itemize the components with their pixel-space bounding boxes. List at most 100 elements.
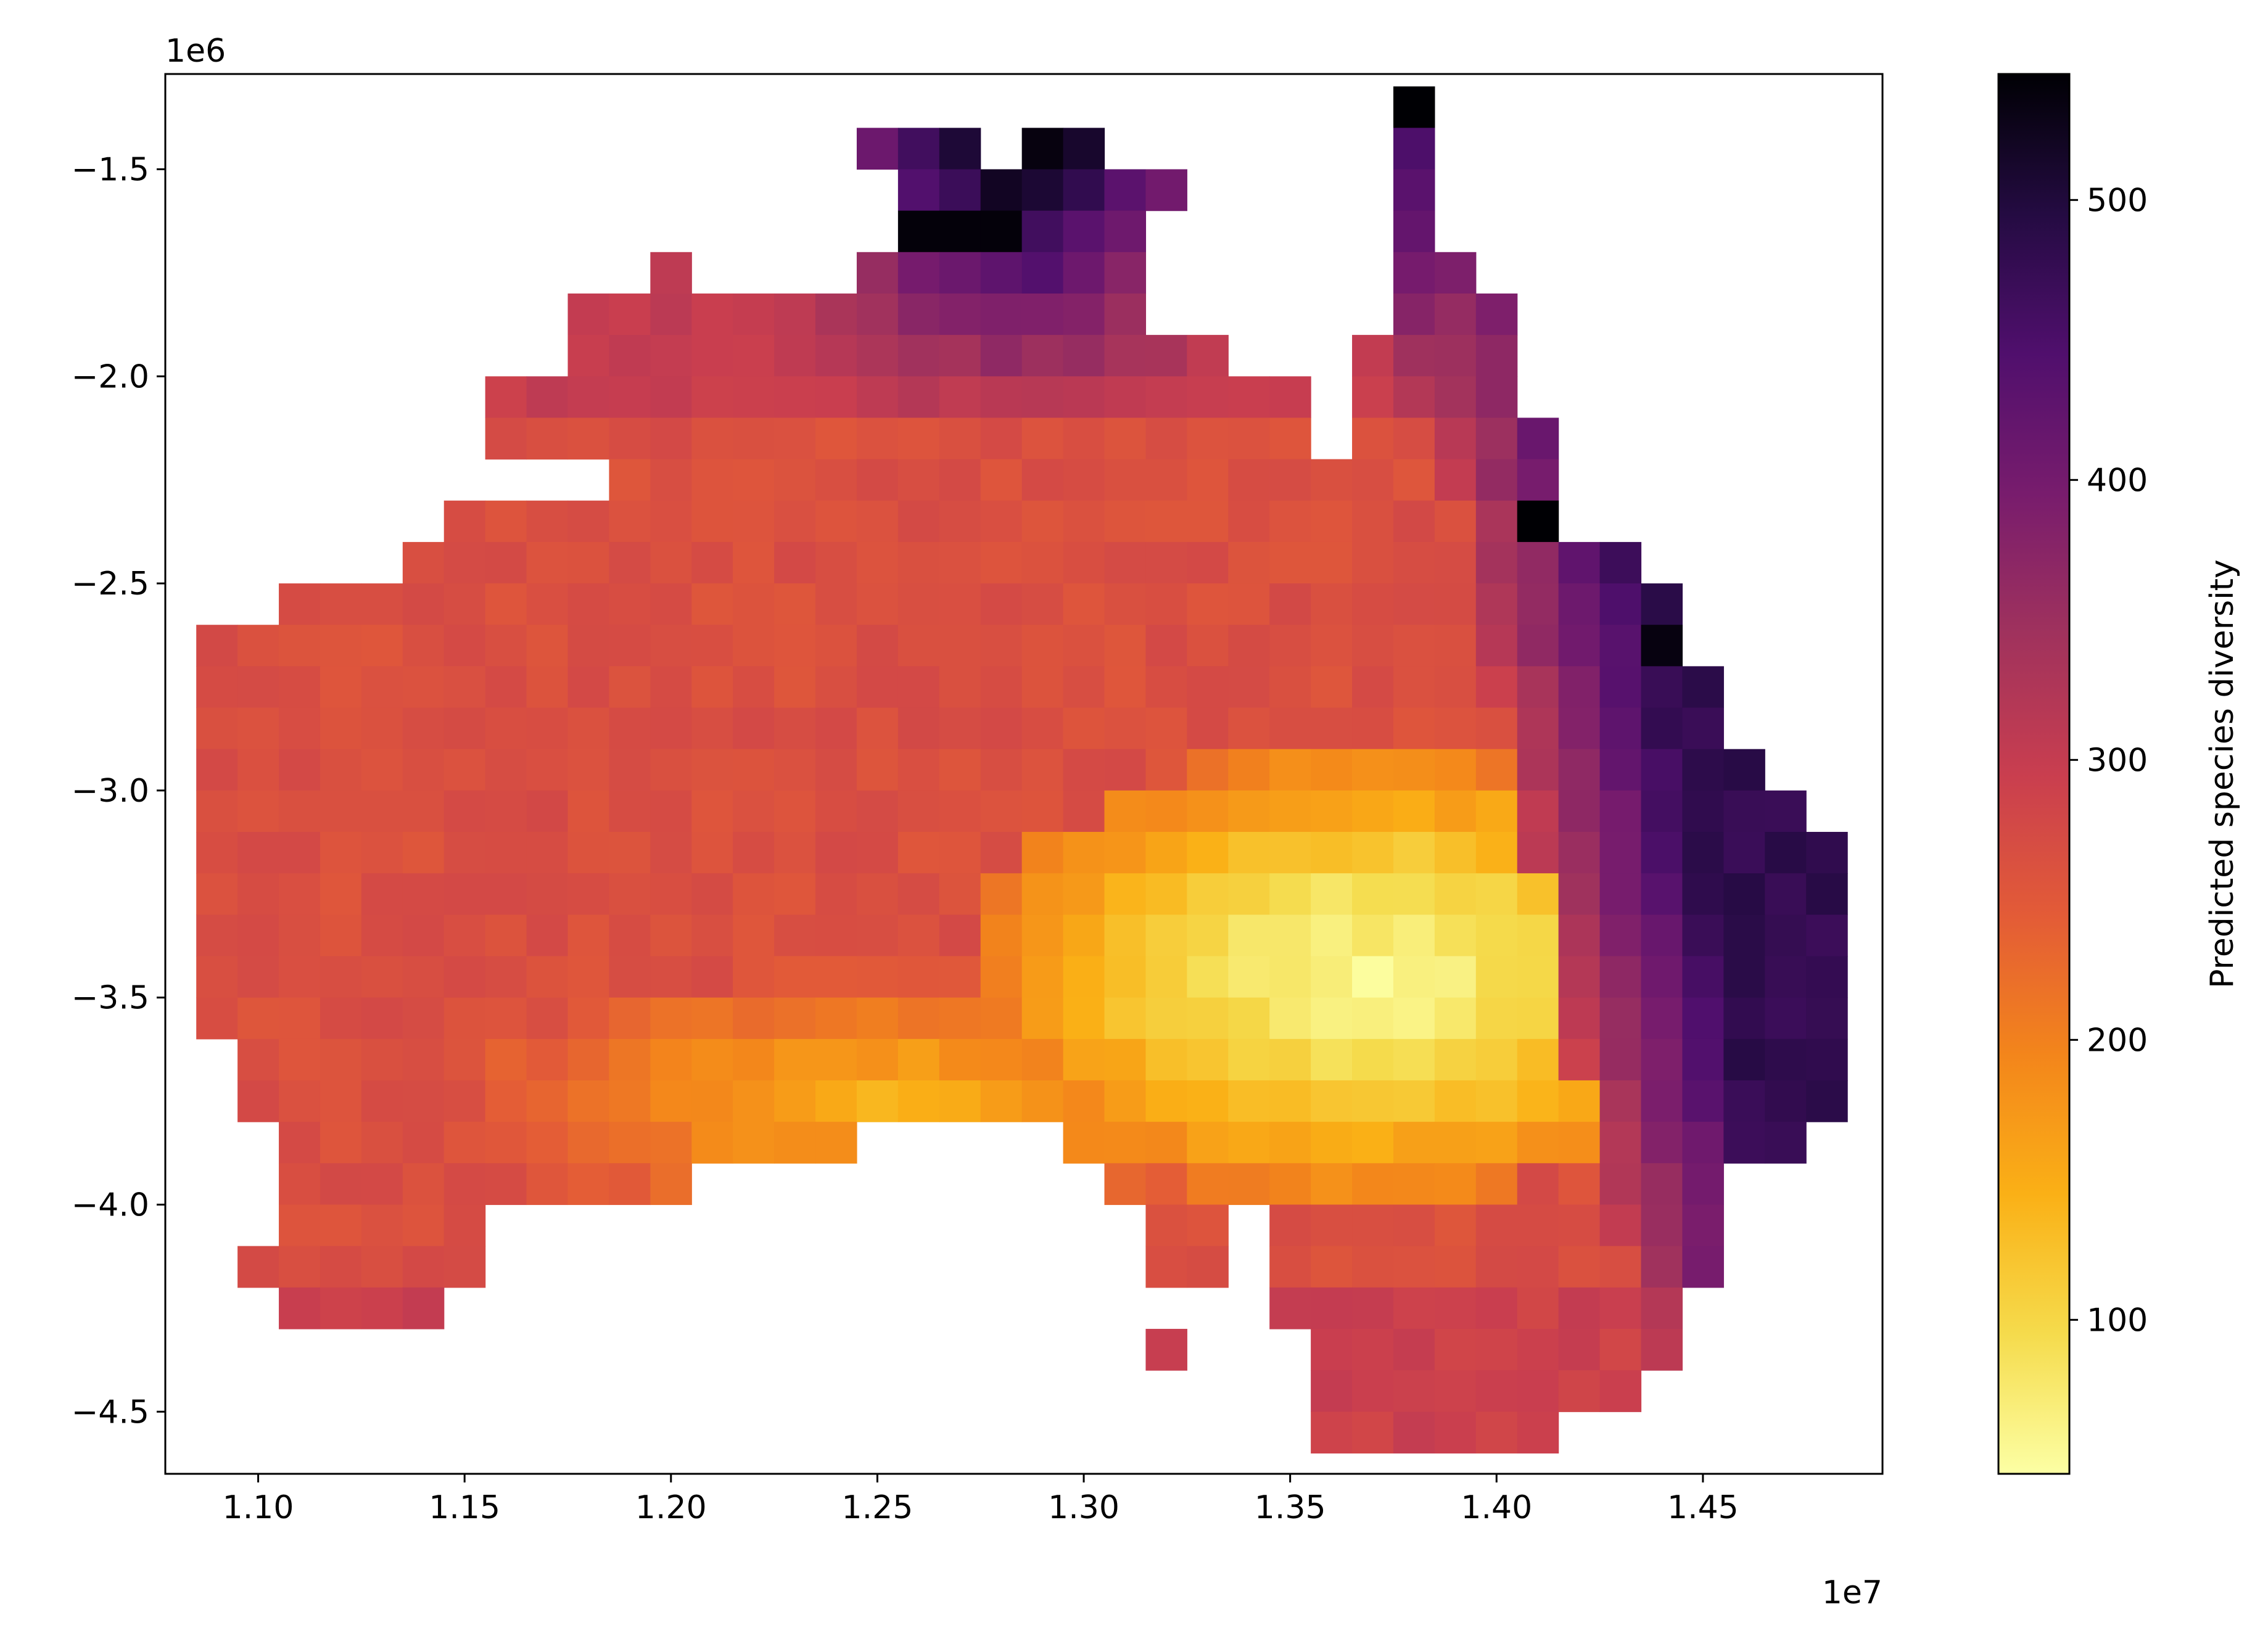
- heatmap-cell: [443, 1080, 486, 1122]
- heatmap-cell: [567, 997, 610, 1040]
- heatmap-cell: [443, 1122, 486, 1164]
- heatmap-cell: [1599, 1038, 1642, 1081]
- heatmap-cell: [361, 625, 403, 667]
- heatmap-cell: [1145, 956, 1187, 998]
- heatmap-cell: [1517, 1370, 1559, 1412]
- heatmap-cell: [196, 997, 238, 1040]
- heatmap-cell: [691, 459, 733, 501]
- colorbar-tick-label: 200: [2087, 1022, 2148, 1059]
- heatmap-cell: [733, 915, 775, 957]
- heatmap-cell: [1104, 1038, 1147, 1081]
- heatmap-cell: [1187, 956, 1229, 998]
- heatmap-cell: [939, 169, 981, 212]
- heatmap-cell: [279, 873, 321, 915]
- heatmap-cell: [485, 666, 527, 709]
- heatmap-cell: [650, 915, 692, 957]
- heatmap-cell: [1311, 707, 1353, 750]
- heatmap-cell: [1393, 666, 1435, 709]
- heatmap-cell: [774, 956, 816, 998]
- heatmap-cell: [733, 583, 775, 625]
- heatmap-cell: [897, 210, 940, 253]
- heatmap-cell: [402, 1204, 445, 1247]
- heatmap-cell: [897, 335, 940, 377]
- heatmap-cell: [1269, 1163, 1311, 1206]
- heatmap-cell: [691, 749, 733, 791]
- heatmap-cell: [609, 1038, 651, 1081]
- heatmap-cell: [237, 997, 279, 1040]
- colorbar-tick-label: 400: [2087, 462, 2148, 499]
- heatmap-cell: [980, 790, 1023, 832]
- heatmap-cell: [320, 790, 362, 832]
- heatmap-cell: [1599, 666, 1642, 709]
- heatmap-cell: [897, 915, 940, 957]
- heatmap-cell: [939, 335, 981, 377]
- heatmap-cell: [856, 790, 899, 832]
- heatmap-cell: [443, 956, 486, 998]
- heatmap-cell: [1021, 1038, 1064, 1081]
- heatmap-cell: [897, 583, 940, 625]
- heatmap-cell: [609, 956, 651, 998]
- heatmap-cell: [361, 1122, 403, 1164]
- heatmap-cell: [1269, 666, 1311, 709]
- heatmap-cell: [1145, 707, 1187, 750]
- heatmap-cell: [1641, 1246, 1683, 1288]
- heatmap-cell: [1723, 832, 1765, 874]
- heatmap-cell: [856, 915, 899, 957]
- heatmap-cell: [196, 956, 238, 998]
- heatmap-cell: [1228, 749, 1270, 791]
- heatmap-cell: [1434, 1080, 1477, 1122]
- heatmap-cell: [1475, 583, 1518, 625]
- heatmap-cell: [897, 1038, 940, 1081]
- heatmap-cell: [897, 956, 940, 998]
- heatmap-cell: [650, 417, 692, 460]
- heatmap-cell: [361, 749, 403, 791]
- plot-frame: [164, 73, 1884, 1475]
- heatmap-cell: [526, 915, 569, 957]
- heatmap-cell: [320, 915, 362, 957]
- heatmap-cell: [650, 1080, 692, 1122]
- x-tick-label: 1.45: [1667, 1489, 1739, 1526]
- heatmap-cell: [856, 583, 899, 625]
- heatmap-cell: [1434, 707, 1477, 750]
- heatmap-cell: [1021, 128, 1064, 170]
- heatmap-cell: [1393, 459, 1435, 501]
- heatmap-cell: [1228, 1080, 1270, 1122]
- heatmap-cell: [1475, 417, 1518, 460]
- heatmap-cell: [856, 417, 899, 460]
- heatmap-cell: [361, 583, 403, 625]
- heatmap-cell: [526, 417, 569, 460]
- heatmap-cell: [939, 790, 981, 832]
- heatmap-cell: [980, 500, 1023, 543]
- heatmap-cell: [1021, 915, 1064, 957]
- heatmap-cell: [1104, 335, 1147, 377]
- heatmap-cell: [1145, 376, 1187, 419]
- heatmap-cell: [196, 749, 238, 791]
- heatmap-cell: [485, 915, 527, 957]
- heatmap-cell: [1599, 1122, 1642, 1164]
- heatmap-cell: [1228, 1122, 1270, 1164]
- heatmap-cell: [815, 459, 857, 501]
- heatmap-cell: [1228, 541, 1270, 584]
- heatmap-cell: [856, 997, 899, 1040]
- heatmap-cell: [1187, 666, 1229, 709]
- heatmap-cell: [774, 335, 816, 377]
- heatmap-cell: [1187, 541, 1229, 584]
- heatmap-cell: [774, 376, 816, 419]
- heatmap-cell: [1475, 1287, 1518, 1330]
- heatmap-cell: [1145, 169, 1187, 212]
- heatmap-cell: [567, 749, 610, 791]
- heatmap-cell: [897, 625, 940, 667]
- heatmap-cell: [1063, 666, 1105, 709]
- y-tick-label: −3.0: [72, 773, 149, 810]
- heatmap-cell: [980, 832, 1023, 874]
- heatmap-cell: [1517, 417, 1559, 460]
- heatmap-cell: [1517, 541, 1559, 584]
- heatmap-cell: [1475, 1038, 1518, 1081]
- heatmap-cell: [237, 1246, 279, 1288]
- heatmap-cell: [1599, 1370, 1642, 1412]
- heatmap-cell: [1352, 956, 1394, 998]
- y-tick-label: −2.0: [72, 358, 149, 395]
- heatmap-cell: [1311, 873, 1353, 915]
- heatmap-cell: [237, 873, 279, 915]
- heatmap-cell: [815, 832, 857, 874]
